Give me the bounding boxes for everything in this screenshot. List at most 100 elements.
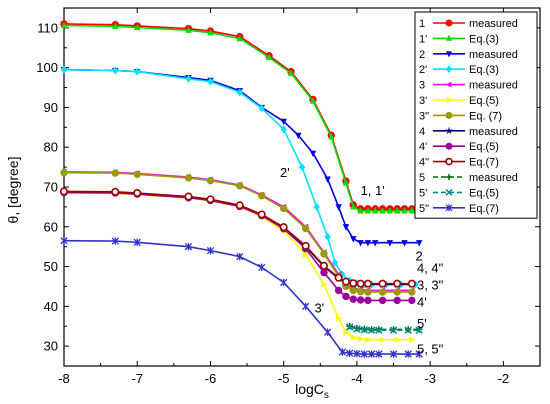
data-point (404, 326, 412, 334)
data-point (335, 204, 342, 211)
data-point (133, 188, 142, 197)
data-point (446, 34, 452, 41)
data-point (357, 207, 364, 214)
data-point (350, 236, 357, 243)
data-point (409, 336, 416, 343)
data-point (379, 207, 386, 214)
data-point (236, 252, 244, 261)
data-point (407, 279, 416, 288)
legend-label: measured (469, 126, 518, 138)
data-point (206, 176, 215, 185)
data-point (445, 19, 453, 27)
data-point (111, 237, 119, 245)
legend-label: measured (469, 49, 518, 61)
data-point (236, 34, 243, 42)
data-point (408, 288, 416, 296)
legend-series-name: 5 (419, 172, 425, 184)
data-point (445, 142, 453, 150)
data-point (446, 174, 452, 180)
data-point (309, 150, 317, 157)
data-point (206, 195, 215, 204)
data-point (280, 278, 288, 287)
y-tick-label: 100 (36, 60, 58, 75)
data-point (367, 326, 376, 334)
data-point (133, 170, 141, 178)
data-point (111, 187, 120, 196)
data-point (134, 23, 141, 31)
data-point (415, 350, 423, 358)
annotation-label: 1, 1' (361, 183, 385, 198)
legend-entry: 2' Eq.(3) (419, 64, 499, 76)
annotation-label: 5' (417, 316, 427, 331)
legend-series-name: 4" (419, 157, 429, 169)
x-tick-label: -6 (205, 371, 217, 386)
legend-series-name: 5' (419, 187, 427, 199)
annotation-label: 3' (314, 300, 324, 315)
series-line (63, 192, 412, 341)
data-point (60, 168, 68, 177)
series-line (63, 68, 416, 286)
legend-series-name: 2' (419, 64, 427, 76)
y-tick-label: 30 (44, 339, 58, 354)
y-tick-label: 60 (44, 219, 58, 234)
data-point (303, 251, 310, 258)
series-line (63, 68, 420, 244)
data-point (324, 176, 331, 183)
data-point (280, 125, 287, 134)
data-point (257, 210, 266, 219)
legend-label: measured (469, 172, 518, 184)
data-point (301, 224, 310, 233)
data-point (360, 350, 368, 358)
legend-label: Eq.(5) (469, 95, 499, 107)
series-line (63, 23, 420, 210)
data-point (287, 69, 295, 76)
data-point (134, 67, 141, 76)
legend-series-name: 1' (419, 33, 427, 45)
data-point (349, 286, 357, 295)
data-point (321, 281, 328, 288)
data-point (309, 97, 317, 104)
data-point (235, 201, 244, 210)
data-point (446, 51, 452, 58)
data-point (331, 258, 339, 267)
data-point (280, 118, 287, 126)
data-point (60, 21, 68, 29)
data-point (363, 279, 372, 288)
legend-entry: 3 measured (419, 80, 518, 92)
data-point (445, 204, 453, 212)
data-point (207, 77, 214, 86)
data-point (60, 237, 68, 245)
data-point (364, 288, 372, 296)
data-point (356, 279, 365, 288)
data-point (324, 232, 331, 241)
data-point (415, 326, 423, 334)
legend-label: measured (469, 80, 518, 92)
series-layer (59, 20, 423, 358)
data-point (393, 296, 401, 305)
data-point (445, 157, 453, 166)
data-point (279, 204, 288, 213)
y-tick-label: 70 (44, 180, 58, 195)
data-point (323, 328, 332, 336)
series-10 (59, 187, 416, 288)
legend-label: Eq.(5) (469, 187, 499, 199)
data-point (446, 97, 453, 103)
series-12 (345, 323, 423, 334)
data-point (301, 241, 310, 250)
data-point (184, 242, 193, 251)
y-tick-label: 110 (37, 20, 58, 35)
data-point (59, 187, 68, 196)
legend-series-name: 5" (419, 203, 429, 215)
series-line (349, 326, 420, 331)
data-point (394, 336, 401, 343)
data-point (133, 238, 141, 246)
data-point (265, 53, 273, 60)
data-point (334, 286, 343, 295)
x-tick-label: -8 (58, 371, 70, 386)
data-point (349, 295, 357, 303)
legend-label: Eq.(3) (469, 64, 499, 76)
data-point (184, 192, 193, 201)
legend-label: Eq.(3) (469, 33, 499, 45)
data-point (302, 302, 310, 311)
